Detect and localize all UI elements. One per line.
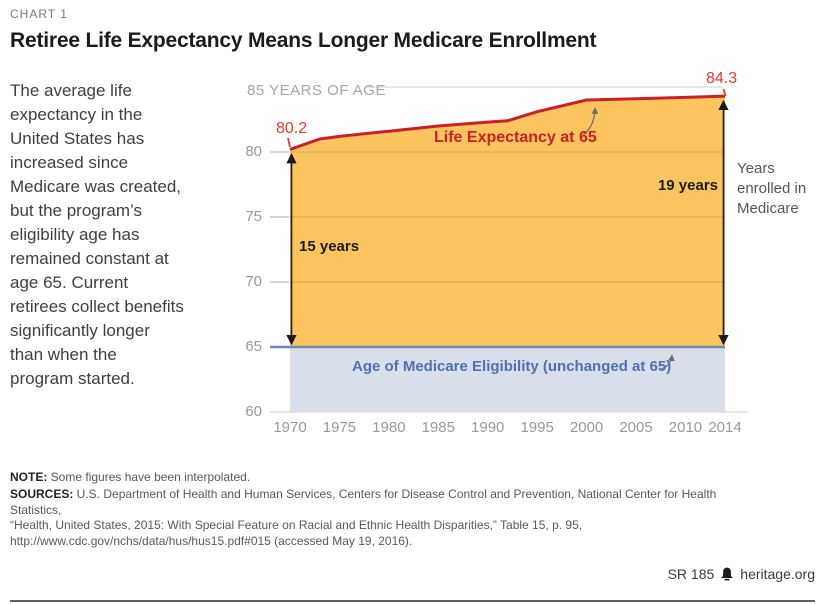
x-tick-label: 1975 — [322, 419, 357, 436]
note-text: Some figures have been interpolated. — [47, 470, 251, 484]
y-tick-label: 75 — [245, 208, 262, 225]
summary-paragraph: The average life expectancy in the Unite… — [10, 81, 184, 388]
life-expectancy-chart — [270, 86, 748, 413]
sources-label: SOURCES: — [10, 487, 74, 501]
x-tick-label: 1990 — [471, 419, 505, 436]
y-tick-label: 65 — [245, 338, 262, 355]
x-tick-label: 1970 — [273, 419, 307, 436]
note-line: NOTE: Some figures have been interpolate… — [10, 470, 250, 484]
sources-line-1: SOURCES: U.S. Department of Health and H… — [10, 487, 730, 518]
y-axis-top-label: 85 YEARS OF AGE — [247, 82, 386, 99]
span-start-label: 15 years — [299, 238, 360, 255]
chart-kicker: CHART 1 — [10, 7, 68, 21]
start-value-label: 80.2 — [276, 120, 308, 137]
sources-line-3: http://www.cdc.gov/nchs/data/hus/hus15.p… — [10, 533, 413, 548]
medicare-years-note: Years enrolled in Medicare — [737, 160, 807, 217]
report-id: SR 185 — [667, 566, 715, 582]
sources-block: SOURCES: U.S. Department of Health and H… — [10, 487, 730, 549]
x-tick-label: 2000 — [569, 419, 604, 436]
x-tick-label: 2010 — [668, 419, 703, 436]
x-tick-label: 1995 — [520, 419, 554, 436]
page-title: Retiree Life Expectancy Means Longer Med… — [10, 29, 597, 52]
sources-line-2: “Health, United States, 2015: With Speci… — [10, 518, 583, 532]
eligibility-label: Age of Medicare Eligibility (unchanged a… — [352, 358, 672, 375]
bottom-rule — [10, 600, 815, 602]
heritage-bell-icon — [721, 567, 733, 581]
x-tick-label: 1985 — [421, 419, 455, 436]
footer-brand: SR 185 heritage.org — [668, 566, 815, 582]
end-value-label: 84.3 — [706, 70, 738, 87]
series-label: Life Expectancy at 65 — [434, 129, 597, 146]
x-tick-label: 1980 — [372, 419, 406, 436]
x-tick-label: 2005 — [619, 419, 653, 436]
y-tick-label: 70 — [245, 273, 262, 290]
y-tick-label: 80 — [245, 143, 262, 160]
span-end-label: 19 years — [657, 177, 718, 194]
sources-text-1: U.S. Department of Health and Human Serv… — [10, 487, 717, 517]
x-tick-label: 2014 — [708, 419, 742, 436]
note-label: NOTE: — [10, 470, 48, 484]
site-link: heritage.org — [740, 566, 815, 582]
y-tick-label: 60 — [245, 403, 262, 420]
